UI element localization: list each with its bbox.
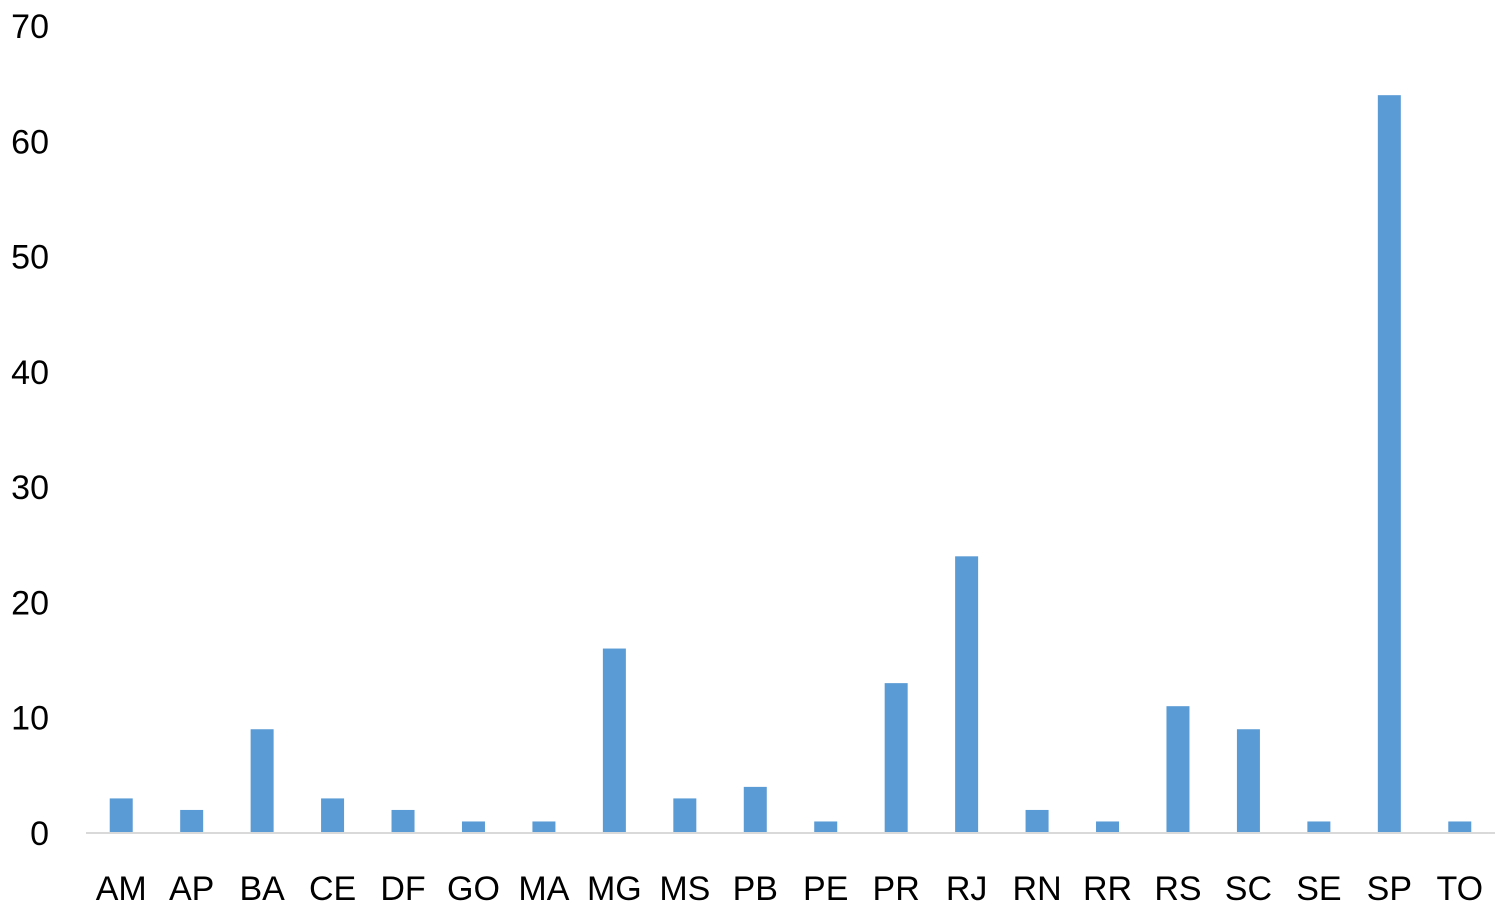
y-tick-label: 50: [11, 239, 49, 277]
bar-pr: [884, 683, 908, 833]
bar-rn: [1025, 809, 1049, 833]
x-tick-label: MS: [659, 870, 710, 905]
bar-df: [391, 809, 415, 833]
y-tick-label: 60: [11, 123, 49, 161]
bar-ce: [321, 798, 345, 833]
bar-ma: [532, 821, 556, 833]
x-tick-label: SP: [1367, 870, 1412, 905]
x-tick-label: RN: [1013, 870, 1062, 905]
bar-rs: [1166, 706, 1190, 833]
y-tick-label: 40: [11, 354, 49, 392]
x-tick-label: SE: [1296, 870, 1341, 905]
x-tick-label: MG: [587, 870, 642, 905]
x-tick-label: RS: [1154, 870, 1201, 905]
bar-sc: [1236, 729, 1260, 833]
x-tick-label: MA: [518, 870, 569, 905]
y-tick-label: 20: [11, 584, 49, 622]
x-tick-label: AM: [96, 870, 147, 905]
x-tick-label: TO: [1436, 870, 1483, 905]
bar-am: [109, 798, 133, 833]
bar-to: [1448, 821, 1472, 833]
x-tick-label: GO: [447, 870, 500, 905]
bar-rr: [1096, 821, 1120, 833]
x-axis-ticks: AM AP BA CE DF GO MA MG MS PB PE PR RJ RN RR RS SC SE SP TO: [96, 870, 1483, 905]
bar-pe: [814, 821, 838, 833]
x-tick-label: DF: [380, 870, 425, 905]
x-tick-label: SC: [1225, 870, 1272, 905]
y-tick-label: 70: [11, 8, 49, 46]
x-tick-label: RJ: [946, 870, 988, 905]
x-tick-label: RR: [1083, 870, 1132, 905]
bar-sp: [1377, 95, 1401, 833]
x-tick-label: AP: [169, 870, 214, 905]
y-tick-label: 0: [30, 815, 49, 853]
bar-ba: [250, 729, 274, 833]
bar-rj: [955, 556, 979, 833]
x-tick-label: PB: [733, 870, 778, 905]
bars: [109, 95, 1472, 833]
bar-ms: [673, 798, 697, 833]
x-tick-label: PE: [803, 870, 848, 905]
y-tick-label: 10: [11, 700, 49, 738]
x-tick-label: BA: [239, 870, 285, 905]
bar-mg: [602, 648, 626, 833]
bar-go: [461, 821, 485, 833]
bar-ap: [180, 809, 204, 833]
x-tick-label: CE: [309, 870, 356, 905]
bar-pb: [743, 786, 767, 833]
y-tick-label: 30: [11, 469, 49, 507]
x-tick-label: PR: [873, 870, 920, 905]
y-axis-ticks: 0 10 20 30 40 50 60 70: [11, 8, 49, 853]
bar-se: [1307, 821, 1331, 833]
